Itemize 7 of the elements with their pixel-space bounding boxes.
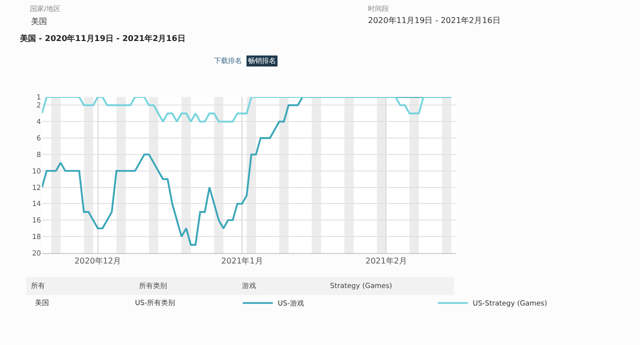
x-tick-label: 2021年2月 [365,256,407,266]
chart-title: 美国 - 2020年11月19日 - 2021年2月16日 [19,32,186,43]
x-tick-label: 2020年12月 [74,256,122,266]
x-tick-label: 2021年1月 [221,256,263,266]
text: 美国 [31,17,47,26]
text: 2020年11月19日 - 2021年2月16日 [368,16,500,25]
line-series [42,97,452,123]
